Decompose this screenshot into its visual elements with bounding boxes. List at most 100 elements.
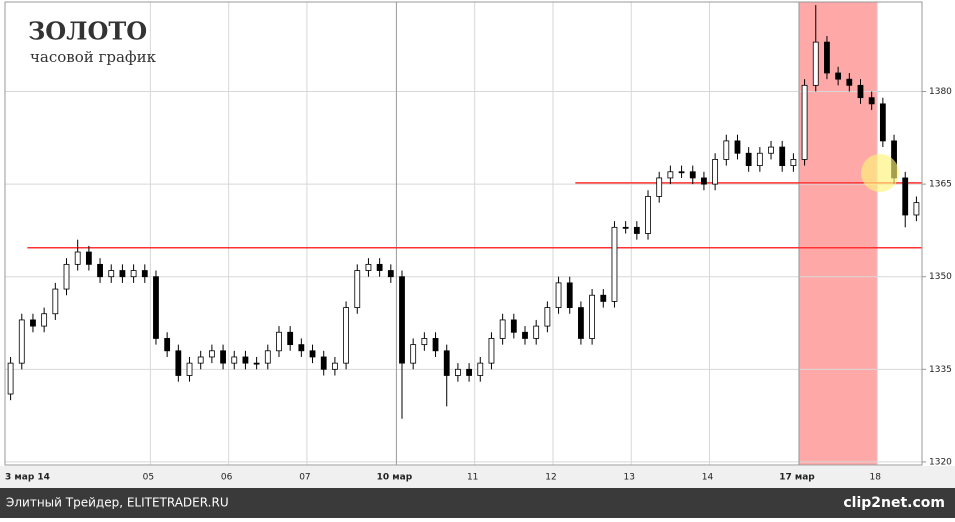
x-tick-label: 14: [702, 473, 714, 483]
x-tick-label: 3 мар 14: [5, 473, 50, 483]
candle-body: [52, 288, 59, 315]
candle-body: [242, 356, 249, 364]
candle-body: [544, 307, 551, 327]
candle-body: [812, 41, 819, 86]
background: [0, 0, 955, 488]
y-tick-label: 1365: [929, 180, 952, 190]
candle-body: [779, 146, 786, 166]
candle-body: [97, 263, 103, 278]
candle-body: [30, 319, 36, 327]
candle-body: [343, 307, 349, 364]
x-tick-label: 05: [143, 473, 154, 483]
x-tick-label: 06: [221, 473, 233, 483]
candle-body: [734, 140, 741, 154]
candle-body: [320, 356, 327, 370]
footer-source: Элитный Трейдер, ELITETRADER.RU: [6, 496, 229, 510]
candle-body: [354, 270, 361, 308]
candle-body: [678, 171, 685, 174]
footer-logo: clip2net.com: [843, 495, 945, 511]
x-axis-band: [0, 466, 955, 488]
x-tick-label: 11: [467, 473, 478, 483]
candle-body: [175, 350, 182, 376]
candle-body: [264, 350, 271, 364]
candle-body: [197, 356, 204, 364]
candle-body: [499, 319, 506, 339]
candle-body: [7, 362, 14, 395]
candle-body: [555, 282, 562, 308]
candle-body: [108, 270, 115, 278]
candle-body: [164, 338, 171, 352]
candle-body: [510, 319, 517, 333]
x-tick-label: 17 мар: [779, 473, 815, 483]
candle-body: [208, 350, 215, 358]
candle-body: [287, 331, 294, 346]
y-tick-label: 1380: [929, 87, 952, 97]
candle-body: [701, 177, 707, 185]
y-tick-label: 1350: [929, 272, 952, 282]
candle-body: [824, 41, 830, 74]
candle-body: [130, 270, 137, 278]
candle-body: [578, 307, 584, 339]
candle-body: [656, 177, 663, 197]
candle-body: [488, 338, 495, 364]
candle-body: [309, 350, 316, 358]
candle-body: [41, 313, 48, 327]
candle-body: [85, 251, 92, 265]
candle-body: [712, 159, 719, 185]
candle-body: [723, 140, 730, 160]
candle-body: [835, 72, 842, 80]
candle-body: [410, 344, 417, 364]
footer-bar: [0, 488, 955, 518]
candle-body: [298, 344, 305, 352]
candle-body: [633, 226, 640, 234]
candle-body: [857, 84, 864, 99]
y-tick-label: 1335: [929, 365, 952, 375]
x-tick-label: 07: [299, 473, 310, 483]
candle-body: [276, 331, 282, 352]
candle-body: [622, 226, 629, 229]
candle-body: [432, 338, 439, 352]
candle-body: [522, 331, 528, 339]
candle-body: [74, 251, 81, 265]
candle-body: [443, 350, 450, 376]
plot-frame: [4, 1, 923, 466]
candle-body: [801, 84, 808, 160]
candle-body: [868, 97, 875, 105]
candle-body: [790, 159, 797, 166]
candle-body: [745, 152, 752, 166]
candle-body: [18, 319, 25, 364]
candle-body: [645, 196, 651, 234]
candle-body: [387, 270, 394, 278]
candle-body: [879, 103, 886, 142]
candle-body: [768, 146, 774, 154]
candle-body: [455, 368, 461, 376]
x-tick-label: 10 мар: [377, 473, 413, 483]
candle-body: [365, 263, 372, 271]
x-tick-label: 13: [624, 473, 635, 483]
candle-body: [186, 362, 193, 376]
plot: 1320 1335 1350 1365 1380 3 мар 14 05 06 07 10 мар…: [4, 2, 952, 483]
chart-subtitle: часовой график: [30, 48, 157, 66]
x-tick-label: 12: [545, 473, 556, 483]
candle-body: [846, 78, 853, 86]
chart-title: ЗОЛОТО: [28, 17, 147, 46]
candle-body: [589, 294, 596, 339]
candle-body: [220, 350, 226, 364]
highlight-circle: [861, 154, 899, 192]
candle-body: [566, 282, 573, 308]
candle-body: [231, 356, 238, 364]
x-tick-label: 18: [870, 473, 882, 483]
candle-body: [902, 177, 909, 216]
candle-body: [611, 226, 618, 302]
candle-body: [689, 171, 696, 179]
candle-body: [119, 270, 126, 278]
candle-body: [667, 171, 674, 179]
y-tick-label: 1320: [929, 457, 952, 467]
candle-body: [331, 362, 338, 370]
candle-body: [253, 362, 260, 365]
candle-body: [399, 276, 405, 364]
candle-body: [756, 152, 763, 166]
candle-body: [600, 294, 607, 302]
